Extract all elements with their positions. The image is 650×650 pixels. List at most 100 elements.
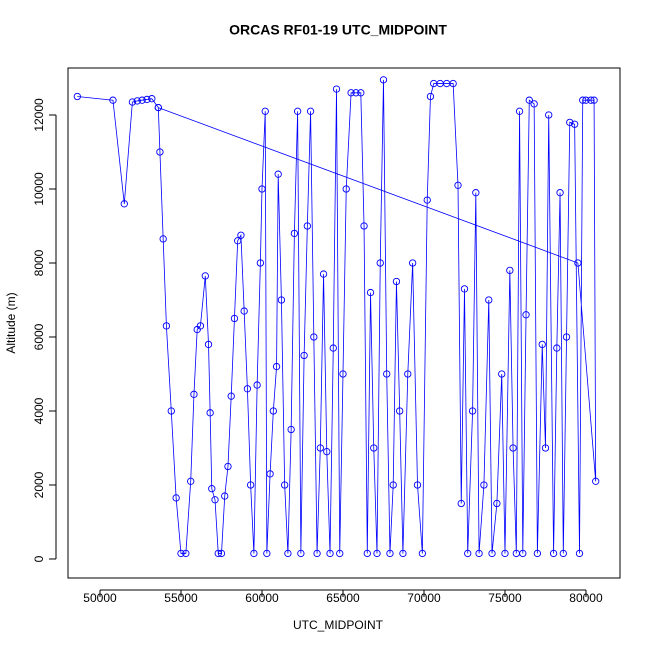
x-tick-label: 50000 bbox=[83, 591, 117, 605]
data-point bbox=[404, 370, 412, 378]
data-point bbox=[284, 549, 292, 558]
data-point bbox=[263, 549, 271, 558]
data-point bbox=[290, 229, 299, 238]
y-tick-label: 10000 bbox=[32, 172, 46, 206]
data-point bbox=[342, 185, 350, 193]
data-point bbox=[274, 170, 282, 178]
data-point bbox=[167, 407, 175, 415]
chart-title: ORCAS RF01-19 UTC_MIDPOINT bbox=[229, 22, 447, 38]
data-point bbox=[413, 481, 422, 489]
data-point bbox=[515, 107, 524, 115]
data-point bbox=[148, 95, 156, 103]
data-point bbox=[370, 444, 378, 452]
data-point bbox=[541, 444, 550, 452]
data-point bbox=[336, 549, 344, 558]
data-point bbox=[538, 340, 546, 349]
y-tick-label: 4000 bbox=[32, 397, 46, 424]
data-point bbox=[562, 333, 571, 341]
data-point bbox=[472, 189, 480, 197]
data-point bbox=[426, 92, 435, 101]
y-axis-label: Altitude (m) bbox=[4, 292, 18, 353]
data-point bbox=[162, 322, 171, 330]
y-tick-label: 0 bbox=[32, 555, 46, 562]
data-point bbox=[498, 370, 506, 378]
data-point bbox=[277, 296, 286, 304]
data-point bbox=[519, 549, 527, 558]
data-point bbox=[154, 103, 162, 112]
data-point bbox=[360, 222, 368, 230]
data-point bbox=[475, 549, 483, 558]
data-point bbox=[227, 392, 235, 400]
data-point bbox=[480, 481, 488, 489]
data-point bbox=[313, 549, 321, 558]
data-point bbox=[383, 370, 391, 378]
data-point bbox=[545, 111, 553, 119]
data-point bbox=[206, 409, 214, 417]
data-point bbox=[592, 477, 600, 485]
data-point bbox=[234, 237, 242, 245]
y-tick-label: 8000 bbox=[32, 249, 46, 276]
data-point bbox=[575, 549, 584, 558]
data-point bbox=[553, 344, 561, 352]
data-point bbox=[525, 96, 533, 104]
data-point bbox=[522, 311, 530, 319]
data-point bbox=[408, 259, 417, 267]
y-tick-label: 2000 bbox=[32, 471, 46, 498]
data-point bbox=[373, 549, 381, 558]
data-point bbox=[190, 390, 198, 398]
data-point bbox=[237, 231, 245, 239]
data-point bbox=[485, 296, 493, 304]
data-point bbox=[454, 181, 462, 189]
data-point bbox=[208, 485, 216, 493]
data-point bbox=[172, 494, 180, 502]
data-point bbox=[256, 259, 265, 267]
data-point bbox=[457, 499, 465, 508]
data-point bbox=[73, 92, 81, 101]
data-point bbox=[204, 340, 213, 349]
data-point bbox=[468, 407, 477, 415]
x-tick-label: 80000 bbox=[569, 591, 603, 605]
data-point bbox=[196, 322, 205, 330]
data-point bbox=[201, 272, 209, 280]
data-point bbox=[177, 549, 185, 558]
data-point bbox=[579, 96, 587, 104]
data-point bbox=[319, 270, 328, 278]
data-point bbox=[530, 100, 538, 108]
data-point bbox=[287, 425, 295, 434]
data-point bbox=[399, 549, 407, 558]
data-point bbox=[303, 222, 311, 230]
data-point bbox=[143, 95, 151, 104]
data-point bbox=[221, 492, 229, 500]
data-point bbox=[379, 76, 388, 84]
data-point bbox=[423, 196, 431, 204]
data-point bbox=[217, 549, 226, 558]
x-tick-label: 75000 bbox=[488, 591, 522, 605]
data-point bbox=[509, 444, 517, 452]
data-point bbox=[376, 259, 384, 267]
data-point bbox=[326, 549, 334, 558]
y-tick-label: 12000 bbox=[32, 98, 46, 132]
data-point bbox=[230, 314, 239, 323]
data-point bbox=[240, 307, 248, 315]
data-point bbox=[269, 407, 277, 415]
data-point bbox=[386, 549, 394, 558]
x-tick-label: 65000 bbox=[326, 591, 360, 605]
data-point bbox=[460, 285, 469, 293]
data-point bbox=[590, 96, 598, 104]
x-axis-label: UTC_MIDPOINT bbox=[293, 618, 384, 632]
data-point bbox=[293, 107, 302, 115]
data-point bbox=[258, 185, 266, 193]
data-point bbox=[300, 351, 308, 360]
data-point bbox=[347, 89, 355, 97]
data-point bbox=[133, 97, 141, 105]
data-point bbox=[574, 259, 582, 267]
data-point bbox=[559, 549, 567, 558]
plot-box bbox=[67, 67, 621, 579]
data-point bbox=[366, 288, 375, 297]
data-point bbox=[556, 189, 564, 197]
data-point bbox=[352, 89, 360, 97]
data-point bbox=[224, 462, 232, 471]
data-point bbox=[266, 470, 274, 478]
